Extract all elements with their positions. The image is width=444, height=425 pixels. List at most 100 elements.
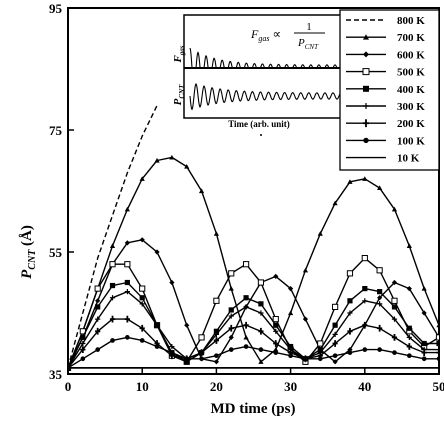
data-point [258,327,264,335]
legend-marker [363,34,369,40]
data-point [288,310,294,316]
data-point [109,261,116,268]
data-point [243,334,249,340]
data-point [109,282,116,289]
data-point [406,286,412,292]
data-point [243,304,249,310]
series-line-200k [68,318,439,369]
x-tick-label: 50 [433,379,444,394]
inset-period-wave [189,82,342,111]
legend-label: 100 K [397,135,425,147]
data-point [362,347,368,352]
data-point [95,327,101,335]
data-point [213,359,219,365]
data-point [406,353,412,359]
data-point [406,343,412,350]
data-point [421,340,427,347]
data-point [169,154,175,160]
data-point [421,349,427,357]
data-point [258,301,264,307]
data-point [198,334,205,341]
data-point [110,338,115,343]
data-point [258,310,264,316]
data-point [258,347,264,352]
data-point [435,334,439,341]
data-point [109,295,116,301]
series-line-100k [68,336,439,369]
legend-marker [363,103,369,109]
legend-item-500k: 500 K [346,67,425,79]
data-point [139,237,145,243]
data-point [347,298,353,304]
data-point [154,249,160,255]
data-point [228,286,234,291]
legend: 800 K 700 K 600 K 500 K 400 K 300 K 200 K 100 K… [339,9,440,171]
data-point [332,200,338,206]
data-point [332,331,338,337]
data-point [139,176,145,181]
data-point [95,304,101,310]
legend-item-10k: 10 K [346,153,420,165]
data-point [124,315,130,323]
data-point [361,255,368,262]
data-point [391,334,398,341]
data-point [377,185,383,191]
plot-frame [67,7,440,375]
legend-item-600k: 600 K [346,49,425,61]
data-point [302,316,309,322]
series-line-800k [68,105,158,369]
data-point [436,340,439,347]
inset-formula-den: PCNT [297,37,319,51]
x-axis: 0 10 20 30 40 50 [65,368,444,394]
data-point [332,322,338,328]
data-point [213,297,220,304]
data-point [139,285,146,292]
inset-formula-num: 1 [306,21,312,33]
y-tick-label: 55 [49,245,63,260]
data-point [139,338,145,343]
data-point [94,285,101,292]
legend-label: 500 K [397,67,425,79]
data-point [213,328,219,334]
data-point [272,316,279,323]
y-tick-label: 75 [49,123,63,138]
x-tick-label: 10 [136,379,149,394]
data-point [391,279,398,286]
x-tick-label: 30 [284,379,297,394]
data-point [317,356,323,362]
data-point [124,279,130,286]
data-point [80,346,86,353]
y-tick-label: 35 [49,367,63,382]
legend-label: 600 K [397,49,425,61]
x-tick-label: 0 [65,379,72,394]
data-point [332,340,338,347]
data-point [184,164,190,169]
data-point [421,310,427,316]
y-axis-title: PCNT (Å) [19,225,38,279]
legend-item-300k: 300 K [346,101,425,113]
data-point [406,243,412,248]
series-800k [68,105,158,369]
inset-bottom-label: PCNT [172,84,186,105]
data-point [169,343,175,350]
data-point [317,340,324,347]
data-point [124,206,130,212]
data-point [80,334,86,340]
legend-marker [363,119,369,128]
data-point [184,356,190,362]
data-point [377,324,383,332]
inset: Fgas ∝ 1 PCNT Fgas PCNT Time (arb. unit) [172,14,343,129]
data-point [243,295,249,301]
data-point [169,279,175,286]
legend-label: 10 K [397,153,420,165]
data-point [124,261,131,268]
data-point [242,261,250,268]
data-point [436,347,439,353]
data-point [436,322,439,328]
data-point [228,313,234,319]
data-point [303,356,308,362]
legend-marker [363,85,369,92]
data-point [273,340,279,347]
data-point [154,344,160,349]
